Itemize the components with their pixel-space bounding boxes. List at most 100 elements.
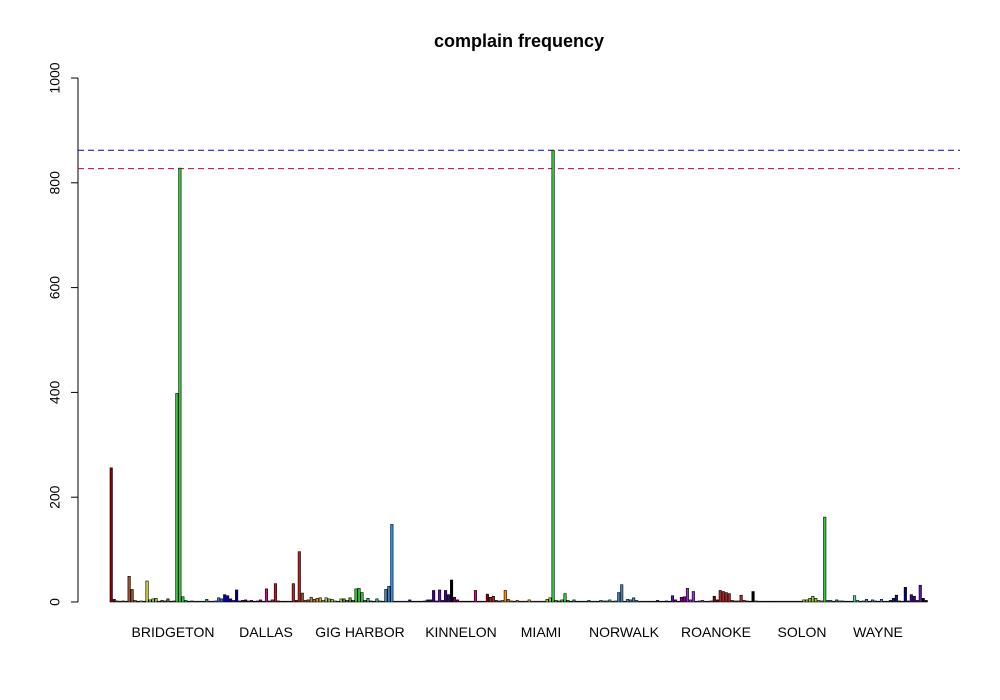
bar [491, 595, 495, 603]
bar [569, 600, 573, 603]
bar [751, 591, 755, 603]
y-tick-label: 600 [47, 276, 63, 300]
bar [748, 600, 752, 603]
bar [772, 600, 776, 603]
bar [891, 598, 895, 603]
bar [226, 595, 230, 603]
bar [650, 600, 654, 603]
bar [196, 600, 200, 603]
bar [423, 600, 427, 603]
bar [411, 600, 415, 603]
bar [178, 167, 182, 603]
bar [270, 599, 274, 603]
bar [336, 600, 340, 603]
bar [193, 600, 197, 603]
bar [396, 600, 400, 603]
bar [118, 600, 122, 603]
bar [793, 600, 797, 603]
bar [876, 600, 881, 603]
bar [136, 600, 140, 603]
bar [127, 576, 131, 603]
bar [605, 600, 609, 603]
bar [897, 600, 901, 603]
bar [444, 590, 448, 603]
bar [497, 600, 501, 603]
bar [530, 600, 534, 603]
y-tick-label: 800 [47, 171, 63, 195]
bar [211, 600, 215, 603]
bar [488, 596, 492, 603]
bar [805, 599, 809, 603]
bar [276, 600, 280, 603]
bar [578, 600, 582, 603]
bar [378, 600, 382, 603]
bar [133, 600, 137, 603]
bar [918, 584, 922, 603]
bar [408, 599, 412, 603]
bar [921, 598, 925, 603]
bar [835, 599, 839, 603]
bar [318, 597, 322, 603]
bar [572, 599, 576, 603]
bar [470, 600, 474, 603]
bar [694, 600, 698, 603]
bar [372, 600, 376, 603]
bar [617, 592, 621, 603]
bar [315, 598, 319, 603]
bar [381, 600, 385, 603]
bar [703, 600, 707, 603]
bar [727, 593, 731, 603]
bar [515, 600, 519, 603]
bar [829, 600, 833, 603]
x-category-label: BRIDGETON [132, 624, 215, 640]
bar [661, 600, 666, 603]
bar [279, 600, 283, 603]
bar [351, 600, 355, 603]
bar [432, 590, 436, 603]
bar [112, 599, 116, 603]
bar [724, 592, 728, 603]
bar [915, 600, 919, 603]
bar [503, 590, 507, 603]
bar [309, 596, 313, 603]
bar [393, 600, 397, 603]
bar [527, 599, 531, 603]
bar [882, 600, 886, 603]
bar [339, 598, 343, 603]
bar [163, 600, 167, 603]
bar [879, 599, 883, 603]
bar [620, 584, 624, 603]
bar [688, 599, 692, 603]
bar [464, 600, 469, 603]
bar [172, 600, 176, 603]
bar [563, 593, 567, 603]
bar [853, 595, 857, 603]
bar [160, 600, 164, 603]
bar [500, 600, 504, 603]
bar [667, 600, 672, 603]
bar [844, 600, 848, 603]
bar [512, 600, 516, 603]
bar [261, 600, 266, 603]
bar [784, 600, 788, 603]
bar [862, 600, 866, 603]
bar [867, 600, 872, 603]
bar [712, 595, 716, 603]
bar [769, 600, 773, 603]
bar [303, 600, 307, 603]
bar [700, 600, 704, 603]
bar [217, 597, 221, 603]
y-axis: 0 200 400 600 800 1000 [47, 62, 79, 606]
bar [199, 600, 203, 603]
bar [241, 600, 245, 603]
y-tick-label: 0 [47, 598, 63, 606]
y-tick-label: 1000 [47, 62, 63, 93]
bar [244, 599, 248, 603]
bar [733, 600, 737, 603]
bar [235, 589, 239, 603]
bar [324, 597, 328, 603]
bar [545, 599, 549, 603]
bar [566, 600, 570, 603]
bar [273, 583, 277, 603]
bar [670, 595, 675, 603]
